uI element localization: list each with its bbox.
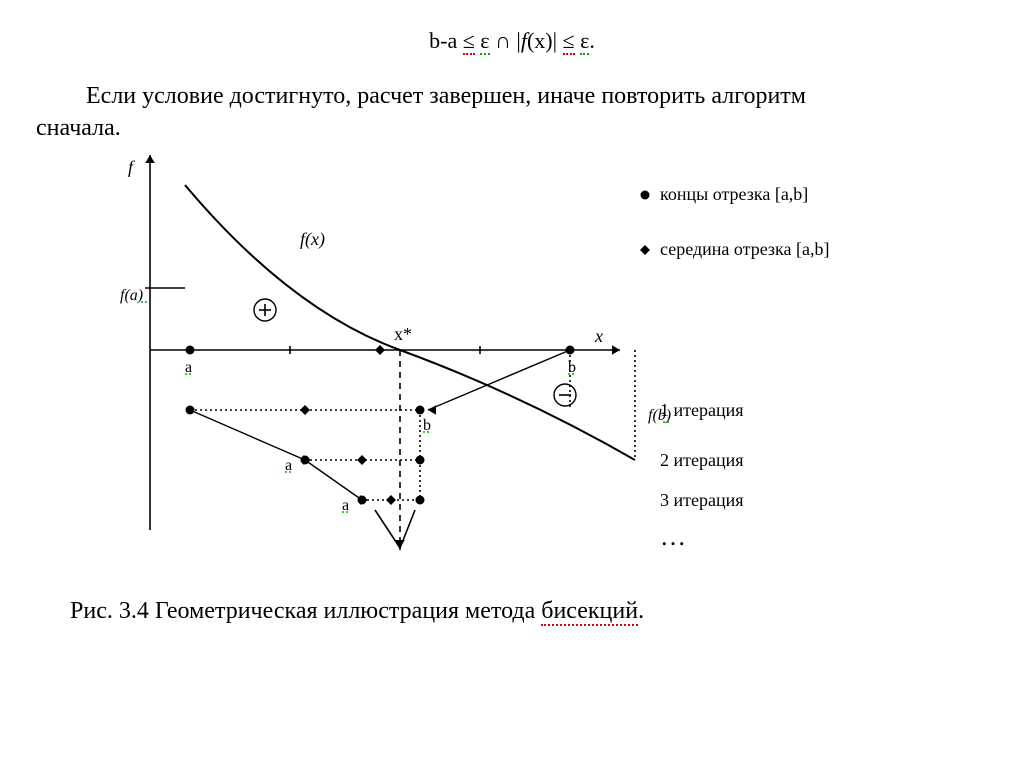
svg-text:f: f (128, 157, 136, 177)
eps-2: ε (580, 28, 589, 55)
svg-text:концы отрезка [a,b]: концы отрезка [a,b] (660, 184, 808, 204)
svg-text:середина отрезка [a,b]: середина отрезка [a,b] (660, 239, 829, 259)
caption-suffix: . (638, 598, 644, 624)
eps-1: ε (480, 28, 489, 55)
svg-text:2 итерация: 2 итерация (660, 450, 744, 470)
stopping-condition-formula: b-a ≤ ε ∩ |f(x)| ≤ ε. (0, 28, 1024, 54)
svg-text:3 итерация: 3 итерация (660, 490, 744, 510)
svg-text:f(x): f(x) (300, 229, 325, 250)
para-line1: Если условие достигнуто, расчет завершен… (86, 83, 806, 109)
svg-text:…: … (660, 522, 686, 551)
para-line2: сначала. (36, 115, 121, 141)
svg-text:1 итерация: 1 итерация (660, 400, 744, 420)
leq-1: ≤ (463, 28, 475, 55)
description-paragraph: Если условие достигнуто, расчет завершен… (36, 80, 1004, 145)
caption-underlined: бисекций (541, 598, 638, 626)
svg-text:x*: x* (394, 324, 412, 344)
caption-prefix: Рис. 3.4 Геометрическая иллюстрация мето… (70, 598, 541, 624)
bisection-diagram: xff(x)f(a)f(b)x*abb1 итерацияa2 итерация… (90, 150, 910, 580)
figure-caption: Рис. 3.4 Геометрическая иллюстрация мето… (70, 598, 644, 625)
leq-2: ≤ (563, 28, 575, 55)
svg-text:x: x (594, 326, 603, 346)
svg-text:f(a): f(a) (120, 287, 143, 304)
